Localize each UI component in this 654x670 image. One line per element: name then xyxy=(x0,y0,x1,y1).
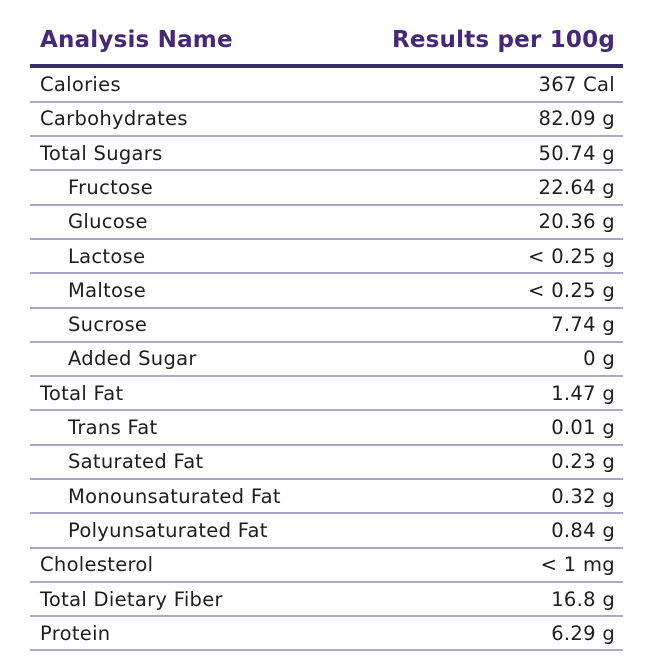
analysis-name-cell: Trans Fat xyxy=(68,416,158,440)
result-value-cell: 7.74 g xyxy=(551,313,615,337)
column-header-results-per-100g: Results per 100g xyxy=(391,27,615,53)
table-row: Total Dietary Fiber 16.8 g xyxy=(30,583,623,618)
analysis-name-cell: Maltose xyxy=(68,278,147,302)
table-row: Saturated Fat 0.23 g xyxy=(30,446,623,480)
result-value-cell: 6.29 g xyxy=(551,621,615,645)
table-row: Cholesterol < 1 mg xyxy=(30,549,623,583)
analysis-name-cell: Total Dietary Fiber xyxy=(40,587,223,611)
table-row: Added Sugar 0 g xyxy=(30,343,623,378)
result-value-cell: < 1 mg xyxy=(540,553,615,577)
result-value-cell: 0.23 g xyxy=(551,450,615,474)
analysis-name-cell: Lactose xyxy=(68,244,146,268)
analysis-name-cell: Total Sugars xyxy=(40,141,163,165)
result-value-cell: < 0.25 g xyxy=(528,244,615,268)
table-row: Total Fat 1.47 g xyxy=(30,377,623,412)
analysis-name-cell: Glucose xyxy=(68,210,148,234)
table-row: Monounsaturated Fat 0.32 g xyxy=(30,480,623,515)
result-value-cell: 16.8 g xyxy=(551,587,615,611)
result-value-cell: 367 Cal xyxy=(538,73,615,97)
result-value-cell: 50.74 g xyxy=(538,141,615,165)
analysis-name-cell: Carbohydrates xyxy=(40,107,188,131)
result-value-cell: 0.32 g xyxy=(551,484,615,508)
column-header-analysis-name: Analysis Name xyxy=(40,27,233,53)
analysis-name-cell: Protein xyxy=(40,621,111,645)
result-value-cell: 20.36 g xyxy=(538,210,615,234)
nutrition-analysis-table: Analysis Name Results per 100g Calories … xyxy=(30,0,623,652)
result-value-cell: 0.84 g xyxy=(551,518,615,542)
analysis-name-cell: Polyunsaturated Fat xyxy=(68,518,268,542)
result-value-cell: 82.09 g xyxy=(538,107,615,131)
result-value-cell: 22.64 g xyxy=(538,175,615,199)
result-value-cell: 1.47 g xyxy=(551,381,615,405)
result-value-cell: 0 g xyxy=(583,347,615,371)
analysis-name-cell: Calories xyxy=(40,73,121,97)
table-row: Protein 6.29 g xyxy=(30,617,623,652)
analysis-name-cell: Fructose xyxy=(68,175,154,199)
result-value-cell: < 0.25 g xyxy=(528,278,615,302)
table-row: Sucrose 7.74 g xyxy=(30,309,623,343)
table-row: Glucose 20.36 g xyxy=(30,206,623,240)
table-header-row: Analysis Name Results per 100g xyxy=(30,0,623,69)
table-row: Fructose 22.64 g xyxy=(30,171,623,206)
table-row: Lactose < 0.25 g xyxy=(30,240,623,275)
analysis-name-cell: Added Sugar xyxy=(68,347,197,371)
table-row: Polyunsaturated Fat 0.84 g xyxy=(30,514,623,549)
table-body: Calories 367 Cal Carbohydrates 82.09 g T… xyxy=(30,68,623,652)
table-row: Total Sugars 50.74 g xyxy=(30,137,623,172)
analysis-name-cell: Cholesterol xyxy=(40,553,154,577)
analysis-name-cell: Saturated Fat xyxy=(68,450,204,474)
result-value-cell: 0.01 g xyxy=(551,416,615,440)
table-row: Trans Fat 0.01 g xyxy=(30,411,623,446)
analysis-name-cell: Monounsaturated Fat xyxy=(68,484,281,508)
table-row: Calories 367 Cal xyxy=(30,68,623,103)
analysis-name-cell: Sucrose xyxy=(68,313,148,337)
table-row: Maltose < 0.25 g xyxy=(30,274,623,309)
table-row: Carbohydrates 82.09 g xyxy=(30,103,623,138)
analysis-name-cell: Total Fat xyxy=(40,381,124,405)
